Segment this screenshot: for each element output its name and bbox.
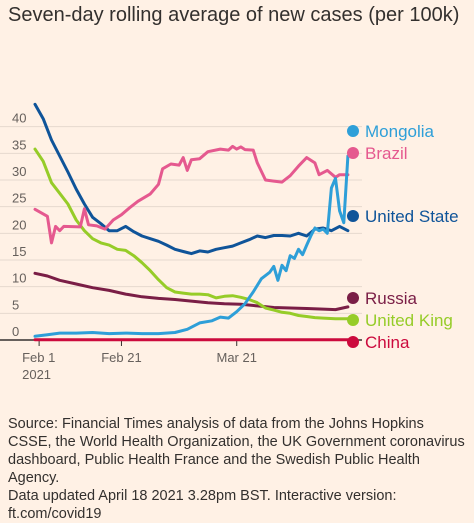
series-line-united-kingdom (33, 147, 350, 321)
series-end-label: Russia (365, 289, 418, 308)
series-line-mongolia (33, 154, 350, 338)
y-tick-label: 15 (12, 244, 26, 259)
x-tick-label: Mar 21 (216, 350, 256, 365)
y-tick-label: 20 (12, 217, 26, 232)
x-tick-label: 2021 (22, 367, 51, 382)
series-end-label: Brazil (365, 144, 408, 163)
series-line-brazil (33, 144, 350, 245)
end-markers (347, 125, 359, 348)
x-tick-label: Feb 21 (101, 350, 141, 365)
chart-title: Seven-day rolling average of new cases (… (8, 4, 460, 26)
end-marker (347, 336, 359, 348)
end-marker (347, 314, 359, 326)
series-line-united-states (33, 102, 350, 256)
y-tick-label: 40 (12, 111, 26, 126)
data-updated-text: Data updated April 18 2021 3.28pm BST. I… (8, 488, 397, 522)
series-end-label: United King (365, 311, 453, 330)
x-axis-ticks: Feb 1 2021 Feb 21 Mar 21 (22, 340, 257, 382)
y-tick-label: 30 (12, 164, 26, 179)
x-tick-label: Feb 1 (22, 350, 55, 365)
series-lines (33, 102, 350, 342)
y-axis-ticks: 0 5 10 15 20 25 30 35 40 (12, 111, 26, 339)
source-text: Source: Financial Times analysis of data… (8, 416, 465, 486)
series-end-label: United State (365, 207, 459, 226)
series-line-russia (33, 271, 350, 312)
end-marker (347, 292, 359, 304)
y-tick-label: 5 (12, 297, 19, 312)
y-tick-label: 0 (12, 324, 19, 339)
y-tick-label: 10 (12, 271, 26, 286)
end-marker (347, 210, 359, 222)
end-marker (347, 147, 359, 159)
series-end-label: Mongolia (365, 122, 435, 141)
source-note: Source: Financial Times analysis of data… (8, 415, 470, 523)
series-end-label: China (365, 333, 410, 352)
line-chart: 0 5 10 15 20 25 30 35 40 Feb 1 2021 Feb 21 Mar 21 M… (0, 102, 459, 382)
y-tick-label: 25 (12, 191, 26, 206)
end-labels: Mongolia Brazil United State Russia United K… (365, 122, 459, 352)
end-marker (347, 125, 359, 137)
y-tick-label: 35 (12, 137, 26, 152)
